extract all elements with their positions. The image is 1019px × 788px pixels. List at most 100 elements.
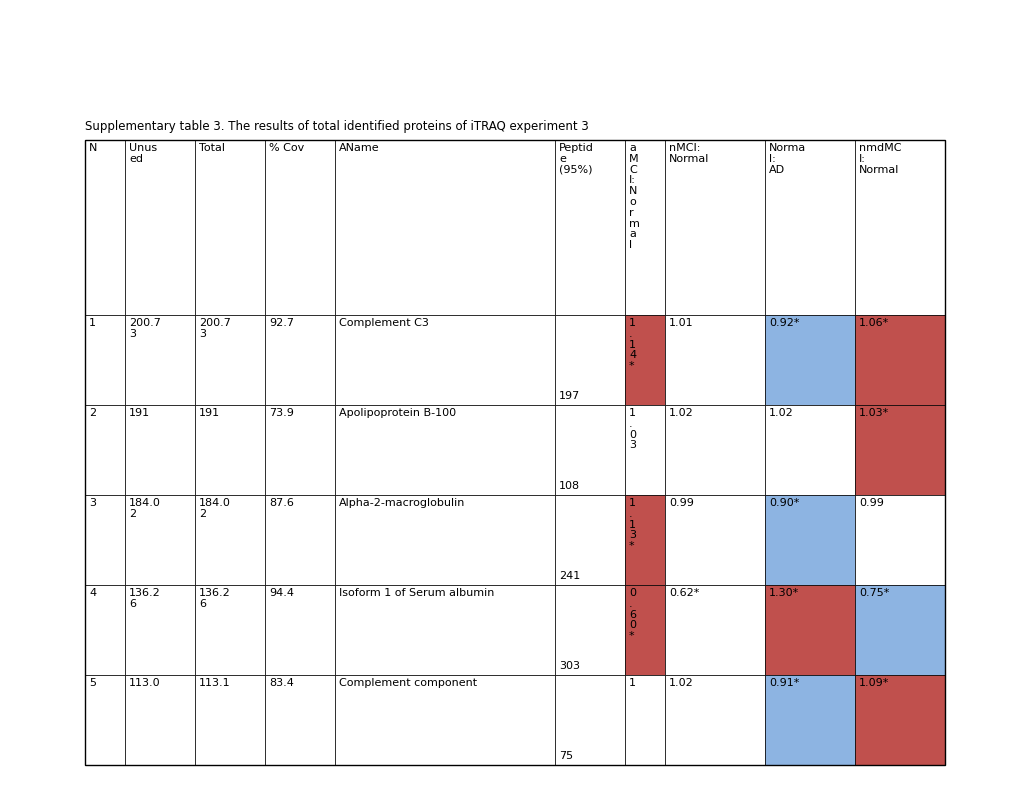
Text: Norma
l:
AD: Norma l: AD <box>768 143 805 175</box>
Text: 0
.
6
0
*: 0 . 6 0 * <box>629 588 636 641</box>
Bar <box>195 315 265 405</box>
Text: Peptid
e
(95%): Peptid e (95%) <box>558 143 593 175</box>
Bar <box>195 405 265 495</box>
Bar <box>664 675 764 765</box>
Bar <box>554 315 625 405</box>
Bar <box>85 140 125 315</box>
Text: 1
.
1
4
*: 1 . 1 4 * <box>629 318 636 371</box>
Bar <box>265 585 334 675</box>
Bar <box>764 495 854 585</box>
Text: 1: 1 <box>89 318 96 328</box>
Text: 200.7
3: 200.7 3 <box>128 318 161 339</box>
Bar <box>625 315 664 405</box>
Bar <box>625 675 664 765</box>
Bar <box>85 495 125 585</box>
Bar <box>854 495 944 585</box>
Bar <box>334 315 554 405</box>
Text: 75: 75 <box>558 751 573 761</box>
Bar <box>854 675 944 765</box>
Text: 1.03*: 1.03* <box>858 408 889 418</box>
Text: 136.2
6: 136.2 6 <box>128 588 161 609</box>
Bar <box>625 495 664 585</box>
Bar <box>85 585 125 675</box>
Bar <box>554 675 625 765</box>
Text: Complement C3: Complement C3 <box>338 318 428 328</box>
Bar <box>334 675 554 765</box>
Bar <box>125 495 195 585</box>
Text: 136.2
6: 136.2 6 <box>199 588 230 609</box>
Bar <box>265 495 334 585</box>
Bar <box>125 140 195 315</box>
Text: % Cov: % Cov <box>269 143 304 153</box>
Text: 191: 191 <box>199 408 220 418</box>
Text: 73.9: 73.9 <box>269 408 293 418</box>
Text: 83.4: 83.4 <box>269 678 293 688</box>
Bar <box>764 140 854 315</box>
Bar <box>664 140 764 315</box>
Bar <box>854 405 944 495</box>
Text: 0.91*: 0.91* <box>768 678 799 688</box>
Bar <box>664 585 764 675</box>
Bar <box>195 675 265 765</box>
Bar <box>554 585 625 675</box>
Text: 2: 2 <box>89 408 96 418</box>
Bar <box>85 405 125 495</box>
Bar <box>125 585 195 675</box>
Text: Supplementary table 3. The results of total identified proteins of iTRAQ experim: Supplementary table 3. The results of to… <box>85 120 588 133</box>
Bar <box>125 675 195 765</box>
Bar <box>265 315 334 405</box>
Text: Alpha-2-macroglobulin: Alpha-2-macroglobulin <box>338 498 465 508</box>
Text: 113.0: 113.0 <box>128 678 160 688</box>
Text: 1.02: 1.02 <box>768 408 793 418</box>
Bar <box>334 405 554 495</box>
Bar <box>265 140 334 315</box>
Bar <box>764 405 854 495</box>
Text: 200.7
3: 200.7 3 <box>199 318 230 339</box>
Text: 87.6: 87.6 <box>269 498 293 508</box>
Text: 3: 3 <box>89 498 96 508</box>
Bar <box>265 675 334 765</box>
Bar <box>265 405 334 495</box>
Text: 108: 108 <box>558 481 580 491</box>
Text: 0.92*: 0.92* <box>768 318 799 328</box>
Bar <box>85 315 125 405</box>
Bar <box>195 495 265 585</box>
Bar <box>854 585 944 675</box>
Text: 1: 1 <box>629 678 636 688</box>
Text: 191: 191 <box>128 408 150 418</box>
Text: 184.0
2: 184.0 2 <box>128 498 161 519</box>
Text: a
M
C
I:
N
o
r
m
a
l: a M C I: N o r m a l <box>629 143 639 251</box>
Bar <box>854 315 944 405</box>
Text: Isoform 1 of Serum albumin: Isoform 1 of Serum albumin <box>338 588 494 598</box>
Text: 197: 197 <box>558 391 580 401</box>
Text: nMCI:
Normal: nMCI: Normal <box>668 143 708 164</box>
Bar <box>334 585 554 675</box>
Text: 1.02: 1.02 <box>668 408 693 418</box>
Text: 1.09*: 1.09* <box>858 678 889 688</box>
Text: 1
.
0
3: 1 . 0 3 <box>629 408 636 451</box>
Bar <box>334 495 554 585</box>
Text: nmdMC
I:
Normal: nmdMC I: Normal <box>858 143 901 175</box>
Bar <box>554 140 625 315</box>
Text: 0.99: 0.99 <box>668 498 693 508</box>
Bar <box>85 675 125 765</box>
Bar <box>195 585 265 675</box>
Text: 5: 5 <box>89 678 96 688</box>
Text: 241: 241 <box>558 571 580 581</box>
Bar <box>625 405 664 495</box>
Bar <box>554 405 625 495</box>
Bar <box>85 140 944 765</box>
Bar <box>854 140 944 315</box>
Bar <box>625 140 664 315</box>
Bar <box>664 495 764 585</box>
Bar <box>764 675 854 765</box>
Text: Total: Total <box>199 143 225 153</box>
Text: AName: AName <box>338 143 379 153</box>
Text: 1.01: 1.01 <box>668 318 693 328</box>
Bar <box>764 585 854 675</box>
Text: 1
.
1
3
*: 1 . 1 3 * <box>629 498 636 551</box>
Text: 0.75*: 0.75* <box>858 588 889 598</box>
Text: 113.1: 113.1 <box>199 678 230 688</box>
Text: Complement component: Complement component <box>338 678 477 688</box>
Bar <box>554 495 625 585</box>
